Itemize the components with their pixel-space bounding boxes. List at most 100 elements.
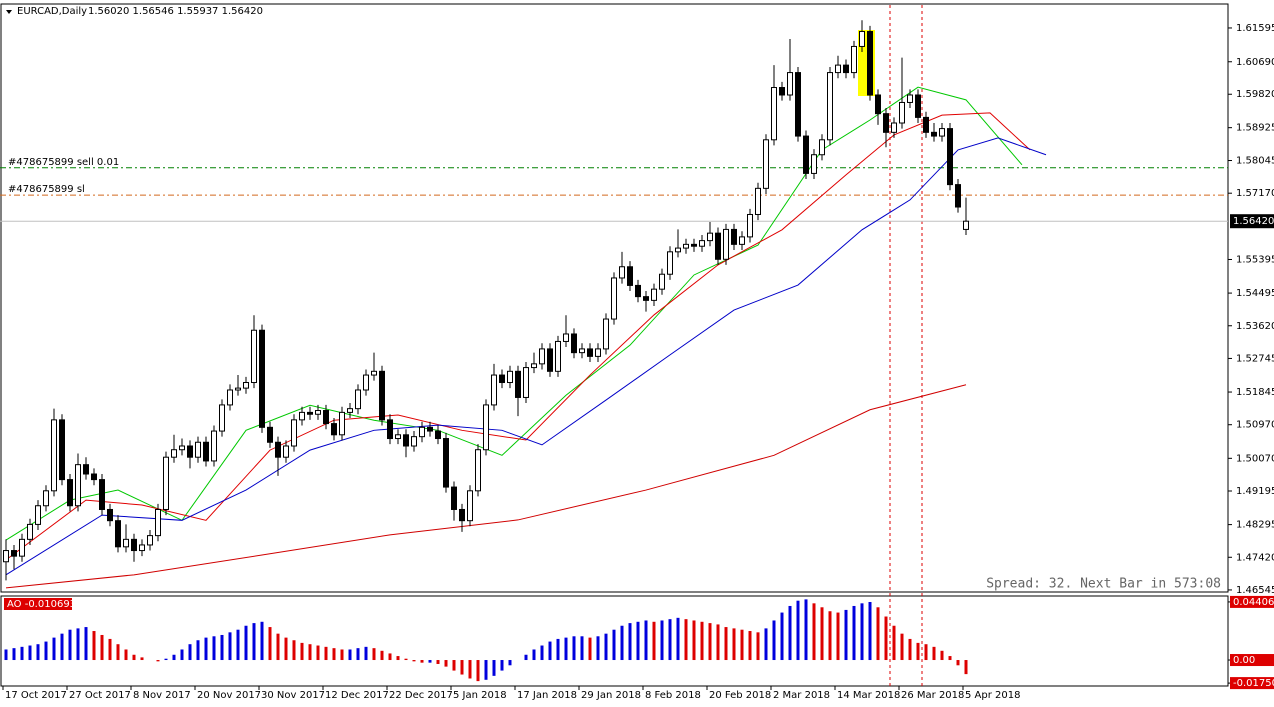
y-tick-label: 1.57170 xyxy=(1236,188,1274,199)
candle-body xyxy=(851,45,857,74)
order-label: #478675899 sl xyxy=(8,184,85,195)
candle-body xyxy=(795,72,801,137)
candle-body xyxy=(195,441,201,458)
candle-body xyxy=(555,340,561,372)
candle-body xyxy=(323,410,329,425)
candle-body xyxy=(747,213,753,238)
candle-body xyxy=(563,333,569,342)
candle-body xyxy=(3,550,9,563)
candle-body xyxy=(611,277,617,320)
candle-body xyxy=(691,243,697,247)
y-tick-label: 1.54495 xyxy=(1236,288,1274,299)
chart-title: EURCAD,Daily xyxy=(17,6,87,17)
candle-body xyxy=(387,419,393,440)
candle-body xyxy=(787,72,793,96)
y-tick-label: 1.53620 xyxy=(1236,321,1274,332)
candle-body xyxy=(283,445,289,458)
y-tick-label: 1.60690 xyxy=(1236,57,1274,68)
candle-body xyxy=(339,411,345,436)
candle-body xyxy=(179,445,185,451)
candle-body xyxy=(723,228,729,260)
y-tick-label: 1.58925 xyxy=(1236,123,1274,134)
candle-body xyxy=(779,87,785,96)
candle-body xyxy=(243,382,249,389)
candle-body xyxy=(267,426,273,443)
candle-body xyxy=(395,434,401,440)
candle-body xyxy=(35,505,41,525)
candle-body xyxy=(587,348,593,357)
candle-body xyxy=(91,473,97,481)
candle-body xyxy=(251,329,257,384)
candle-body xyxy=(707,232,713,242)
y-tick-label: 1.50070 xyxy=(1236,453,1274,464)
candle-body xyxy=(739,236,745,245)
candle-body xyxy=(603,318,609,350)
y-tick-label: 1.48295 xyxy=(1236,520,1274,531)
candle-body xyxy=(147,535,153,546)
candle-body xyxy=(203,441,209,462)
x-tick-label: 17 Jan 2018 xyxy=(517,690,577,701)
candle-body xyxy=(107,508,113,522)
ao-y-tick-label: 0.044067 xyxy=(1233,597,1274,608)
candle-body xyxy=(899,101,905,124)
y-tick-label: 1.58045 xyxy=(1236,156,1274,167)
candle-body xyxy=(683,243,689,249)
candle-body xyxy=(755,187,761,215)
candle-body xyxy=(507,370,513,384)
candle-body xyxy=(923,116,929,133)
menu-arrow[interactable] xyxy=(6,10,12,14)
moving-average xyxy=(5,137,1047,576)
candle-body xyxy=(627,266,633,286)
candle-body xyxy=(875,94,881,115)
candle-body xyxy=(883,113,889,133)
y-tick-label: 1.59820 xyxy=(1236,89,1274,100)
candle-body xyxy=(443,438,449,488)
ao-tick-badge xyxy=(1230,595,1274,608)
x-tick-label: 20 Nov 2017 xyxy=(197,690,261,701)
candle-body xyxy=(75,464,81,507)
ao-label: AO -0.010693 xyxy=(7,599,76,610)
x-tick-label: 22 Dec 2017 xyxy=(389,690,453,701)
candle-body xyxy=(475,449,481,492)
y-tick-label: 1.52745 xyxy=(1236,353,1274,364)
candle-body xyxy=(811,154,817,174)
candle-body xyxy=(11,550,17,557)
price-badge-label: 1.56420 xyxy=(1233,216,1274,227)
candle-body xyxy=(139,544,145,552)
candle-body xyxy=(539,348,545,365)
candle-body xyxy=(947,128,953,186)
candle-body xyxy=(659,273,665,290)
x-tick-label: 30 Nov 2017 xyxy=(261,690,325,701)
x-tick-label: 20 Feb 2018 xyxy=(709,690,771,701)
candle-body xyxy=(939,128,945,137)
candle-body xyxy=(931,131,937,137)
y-tick-label: 1.46545 xyxy=(1236,585,1274,596)
candle-body xyxy=(635,284,641,298)
candle-body xyxy=(891,122,897,133)
candle-body xyxy=(211,430,217,462)
candle-body xyxy=(123,538,129,548)
candle-body xyxy=(803,135,809,174)
candle-body xyxy=(371,370,377,376)
y-tick-label: 1.51845 xyxy=(1236,387,1274,398)
y-tick-label: 1.50970 xyxy=(1236,420,1274,431)
candle-body xyxy=(963,220,969,230)
ao-y-tick-label: 0.00 xyxy=(1233,655,1255,666)
y-tick-label: 1.47420 xyxy=(1236,552,1274,563)
candle-body xyxy=(819,139,825,156)
candle-body xyxy=(83,464,89,475)
candle-body xyxy=(51,419,57,492)
candle-body xyxy=(67,479,73,507)
candle-body xyxy=(523,367,529,398)
x-tick-label: 2 Mar 2018 xyxy=(773,690,830,701)
candle-body xyxy=(731,228,737,245)
x-tick-label: 14 Mar 2018 xyxy=(837,690,900,701)
candle-body xyxy=(675,247,681,253)
candle-body xyxy=(595,348,601,357)
candle-body xyxy=(467,490,473,522)
candle-body xyxy=(499,374,505,384)
x-tick-label: 26 Mar 2018 xyxy=(901,690,964,701)
candle-body xyxy=(347,408,353,413)
candle-body xyxy=(483,404,489,451)
